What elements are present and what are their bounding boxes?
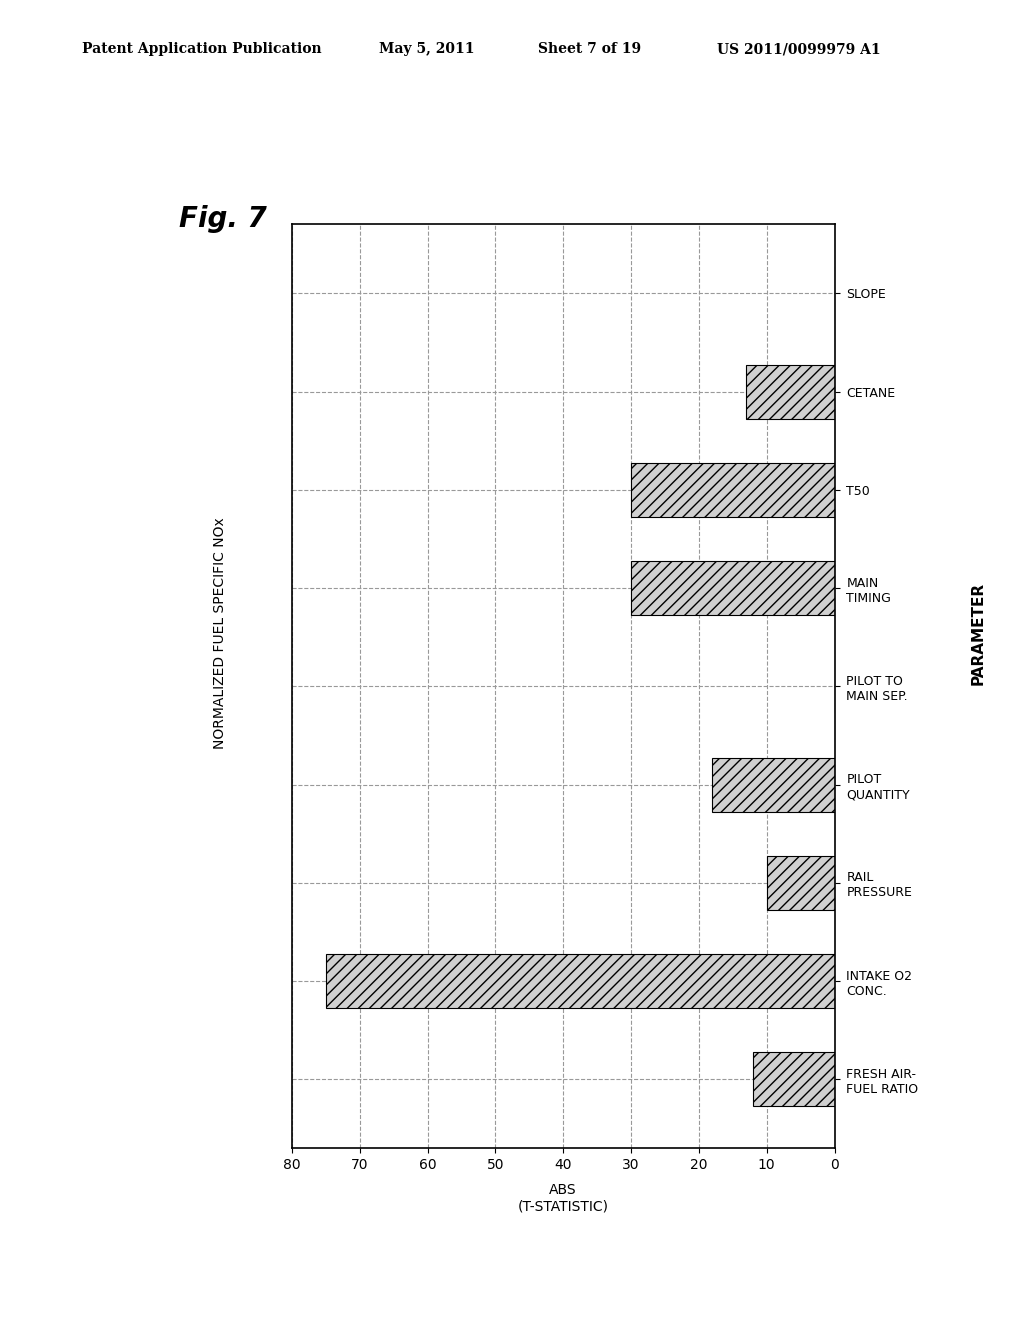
Text: Sheet 7 of 19: Sheet 7 of 19	[538, 42, 641, 57]
Bar	[753, 1052, 835, 1106]
Text: US 2011/0099979 A1: US 2011/0099979 A1	[717, 42, 881, 57]
Bar	[767, 855, 835, 909]
Text: May 5, 2011: May 5, 2011	[379, 42, 474, 57]
X-axis label: ABS
(T-STATISTIC): ABS (T-STATISTIC)	[518, 1183, 608, 1213]
Bar	[746, 364, 835, 418]
Bar	[326, 954, 835, 1008]
Text: NORMALIZED FUEL SPECIFIC NOx: NORMALIZED FUEL SPECIFIC NOx	[213, 517, 227, 750]
Bar	[713, 758, 835, 812]
Text: Patent Application Publication: Patent Application Publication	[82, 42, 322, 57]
Bar	[631, 463, 835, 517]
Text: Fig. 7: Fig. 7	[179, 205, 267, 232]
Bar	[631, 561, 835, 615]
Text: PARAMETER: PARAMETER	[971, 582, 985, 685]
